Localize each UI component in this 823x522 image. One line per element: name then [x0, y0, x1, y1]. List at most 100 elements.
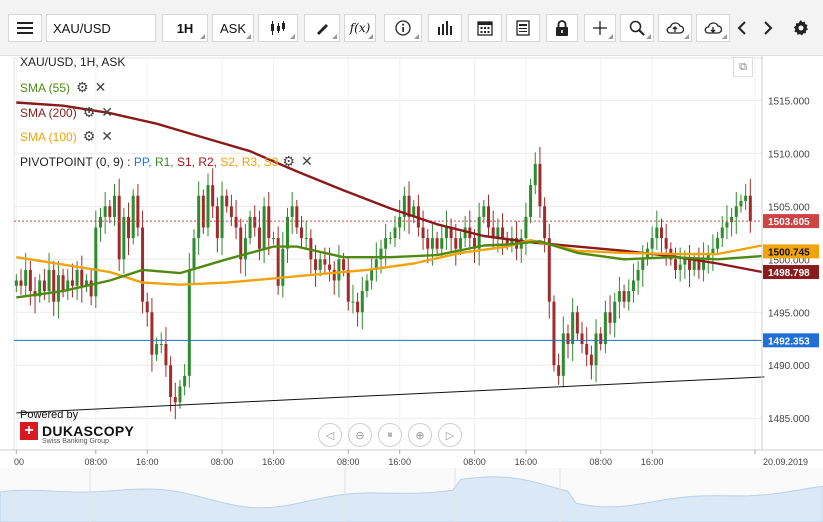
price-tag-label: 1500.745 — [768, 247, 810, 258]
candle-body — [421, 227, 425, 239]
pivot-item-r2: R2, — [198, 154, 221, 169]
sma55-remove-icon[interactable]: ✕ — [94, 79, 107, 95]
settings-button[interactable] — [788, 14, 814, 42]
candle-body — [323, 259, 327, 265]
candle-body — [234, 216, 238, 228]
lock-button[interactable] — [546, 14, 578, 42]
candles-icon — [271, 21, 285, 35]
download-button[interactable] — [696, 14, 730, 42]
candle-body — [38, 280, 42, 297]
candle-body — [440, 238, 444, 249]
legend-pivot: PIVOTPOINT (0, 9) : PP, R1, S1, R2, S2, … — [20, 153, 313, 170]
x-tick-label: 08:00 — [211, 457, 234, 467]
chevron-left-icon — [737, 21, 746, 35]
chart-type-button[interactable] — [258, 14, 298, 42]
scroll-left-button[interactable]: ◁ — [318, 423, 342, 447]
draw-button[interactable] — [304, 14, 340, 42]
menu-button[interactable] — [8, 14, 42, 42]
timeframe-dropdown[interactable]: 1H — [162, 14, 208, 42]
candle-body — [360, 291, 364, 313]
pivot-item-r1: R1, — [154, 154, 177, 169]
candle-body — [463, 227, 467, 239]
sma100-settings-icon[interactable]: ⚙ — [82, 128, 96, 144]
sma55-settings-icon[interactable]: ⚙ — [76, 79, 89, 95]
crosshair-button[interactable] — [584, 14, 616, 42]
sma100-remove-icon[interactable]: ✕ — [101, 128, 113, 144]
pivot-settings-icon[interactable]: ⚙ — [282, 153, 295, 169]
calendar-button[interactable] — [468, 14, 502, 42]
candle-body — [720, 227, 724, 239]
candle-body — [197, 195, 201, 239]
candle-body — [412, 206, 416, 217]
crosshair-icon — [593, 21, 607, 35]
lock-icon — [556, 20, 568, 36]
candle-body — [243, 238, 247, 260]
candle-body — [47, 269, 51, 292]
candle-body — [631, 280, 635, 292]
volume-button[interactable] — [428, 14, 462, 42]
symbol-input[interactable] — [46, 14, 156, 42]
chevron-right-icon — [764, 21, 773, 35]
y-tick-label: 1485.000 — [768, 414, 810, 425]
report-button[interactable] — [506, 14, 540, 42]
candle-body — [80, 269, 84, 286]
pivot-remove-icon[interactable]: ✕ — [300, 153, 313, 169]
candle-body — [271, 238, 275, 240]
candle-body — [356, 301, 360, 313]
info-button[interactable] — [384, 14, 422, 42]
candle-body — [159, 344, 163, 346]
indicators-button[interactable]: f(x) — [344, 14, 376, 42]
reset-icon: ⏸ — [387, 428, 393, 441]
x-tick-label: 16:00 — [136, 457, 159, 467]
zoom-button[interactable] — [620, 14, 654, 42]
upload-button[interactable] — [658, 14, 692, 42]
zoom-out-icon: ⊖ — [355, 429, 365, 442]
pivot-label: PIVOTPOINT (0, 9) — [20, 154, 124, 169]
zoom-in-button[interactable]: ⊕ — [408, 423, 432, 447]
dukascopy-logo[interactable]: + DUKASCOPY Swiss Banking Group — [20, 422, 134, 445]
next-button[interactable] — [756, 14, 780, 42]
candle-body — [552, 301, 556, 366]
candle-body — [206, 185, 210, 228]
sma200-remove-icon[interactable]: ✕ — [101, 104, 113, 120]
candle-body — [136, 195, 140, 228]
candle-body — [229, 206, 233, 217]
side-dropdown[interactable]: ASK — [212, 14, 254, 42]
candle-body — [496, 227, 500, 239]
candle-body — [529, 185, 533, 217]
y-tick-label: 1505.000 — [768, 202, 810, 213]
candle-body — [458, 238, 462, 249]
candle-body — [19, 280, 23, 286]
prev-button[interactable] — [730, 14, 754, 42]
candle-body — [253, 216, 257, 228]
scroll-right-button[interactable]: ▷ — [438, 423, 462, 447]
x-tick-label: 08:00 — [85, 457, 108, 467]
candle-body — [477, 216, 481, 249]
pivot-item-s3: S3 — [263, 154, 279, 169]
candle-body — [225, 195, 229, 207]
y-tick-label: 1510.000 — [768, 149, 810, 160]
chevron-left-icon: ◁ — [325, 429, 335, 442]
candle-body — [281, 248, 285, 286]
reset-button[interactable]: ⏸ — [378, 423, 402, 447]
sma200-settings-icon[interactable]: ⚙ — [82, 104, 96, 120]
candle-body — [52, 269, 56, 302]
calendar-icon — [477, 21, 493, 36]
powered-by: Powered by — [20, 409, 79, 421]
gear-icon — [793, 20, 808, 36]
zoom-out-button[interactable]: ⊖ — [348, 423, 372, 447]
price-chart[interactable]: 1515.000 1510.000 1505.000 1500.000 1495.000… — [0, 56, 823, 522]
candle-body — [594, 333, 598, 366]
pivot-item-pp: PP, — [133, 154, 155, 169]
trend-line — [16, 376, 765, 414]
candle-body — [304, 238, 308, 240]
y-tick-label: 1515.000 — [768, 96, 810, 107]
candle-body — [487, 206, 491, 228]
expand-button[interactable]: ⧉ — [733, 57, 753, 77]
candle-body — [56, 275, 60, 302]
candle-body — [505, 238, 509, 244]
x-tick-label: 08:00 — [337, 457, 360, 467]
candle-body — [744, 195, 748, 202]
candle-body — [622, 291, 626, 302]
candle-body — [201, 195, 205, 228]
